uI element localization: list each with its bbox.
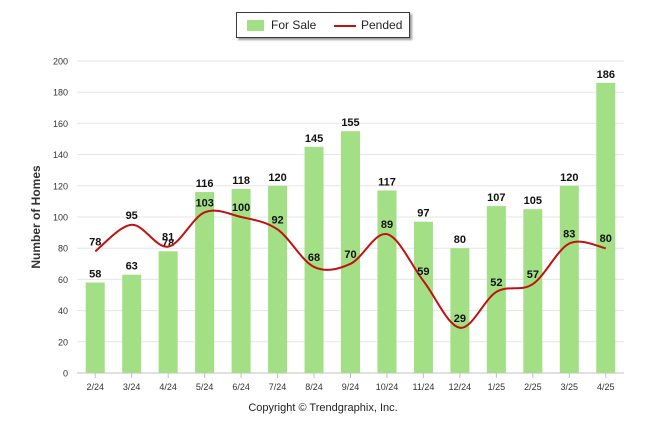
x-tick-label: 7/24: [269, 382, 287, 392]
y-tick-label: 0: [63, 369, 68, 379]
bar-4/24: [158, 251, 178, 373]
x-tick-label: 12/24: [449, 382, 472, 392]
bar-8/24: [304, 146, 324, 373]
y-tick-label: 200: [53, 57, 68, 67]
bar-2/24: [85, 282, 105, 373]
pended-value-label: 95: [126, 210, 138, 222]
y-tick-label: 160: [53, 119, 68, 129]
x-tick-label: 9/24: [342, 382, 360, 392]
x-tick-label: 2/25: [524, 382, 542, 392]
for-sale-bars: [85, 82, 616, 373]
pended-swatch: [334, 25, 356, 27]
x-tick-label: 5/24: [196, 382, 214, 392]
x-tick-label: 4/25: [597, 382, 615, 392]
pended-value-label: 100: [232, 202, 250, 214]
bar-9/24: [341, 131, 360, 373]
pended-value-label: 81: [162, 232, 174, 244]
pended-value-label: 92: [271, 214, 283, 226]
bar-value-label: 97: [417, 208, 429, 220]
y-tick-label: 40: [58, 306, 68, 316]
pended-value-label: 52: [490, 277, 502, 289]
bar-value-label: 80: [454, 234, 466, 246]
y-axis-label: Number of Homes: [29, 165, 43, 269]
x-tick-label: 1/25: [488, 382, 506, 392]
bar-value-label: 58: [89, 269, 101, 281]
copyright-text: Copyright © Trendgraphix, Inc.: [248, 402, 398, 414]
bar-value-label: 63: [126, 261, 138, 273]
bar-value-label: 145: [305, 133, 323, 145]
y-tick-label: 120: [53, 181, 68, 191]
legend-for-sale-label: For Sale: [271, 18, 317, 32]
bar-value-label: 116: [196, 178, 214, 190]
x-tick-label: 8/24: [305, 382, 323, 392]
x-tick-label: 3/25: [561, 382, 579, 392]
pended-value-label: 68: [308, 252, 320, 264]
x-tick-label: 6/24: [232, 382, 250, 392]
bar-value-label: 107: [487, 192, 505, 204]
pended-value-label: 83: [563, 229, 575, 241]
y-tick-label: 20: [58, 337, 68, 347]
bar-3/24: [122, 274, 142, 373]
bar-value-label: 120: [268, 172, 286, 184]
bar-value-label: 120: [560, 172, 578, 184]
pended-line: [94, 209, 606, 329]
y-tick-label: 180: [53, 88, 68, 98]
pended-point-labels: 78 95 81 103 100 92 68 70 89 59 29 52 57 83 80: [89, 197, 612, 324]
bar-4/25: [596, 82, 616, 373]
pended-value-label: 57: [527, 269, 539, 281]
bar-3/25: [559, 185, 579, 373]
legend-pended-label: Pended: [361, 18, 403, 32]
bar-5/24: [195, 192, 215, 373]
y-axis: 0 20 40 60 80 100 120 140 160 180 200: [53, 57, 68, 379]
x-tick-label: 10/24: [376, 382, 399, 392]
bar-value-label: 105: [524, 195, 542, 207]
bar-6/24: [231, 188, 251, 373]
pended-value-label: 70: [344, 249, 356, 261]
y-tick-label: 60: [58, 275, 68, 285]
for-sale-swatch: [247, 20, 264, 31]
bar-value-label: 155: [341, 117, 359, 129]
bar-12/24: [450, 248, 470, 373]
y-tick-label: 140: [53, 150, 68, 160]
y-tick-label: 100: [53, 213, 68, 223]
bar-value-label: 117: [378, 176, 396, 188]
pended-value-label: 80: [600, 233, 612, 245]
x-tick-label: 4/24: [159, 382, 177, 392]
bar-value-label: 118: [232, 175, 250, 187]
pended-value-label: 89: [381, 219, 393, 231]
bar-2/25: [523, 209, 543, 373]
x-tick-label: 11/24: [413, 382, 435, 392]
pended-series-line: [94, 209, 606, 329]
pended-value-label: 103: [195, 197, 213, 209]
bar-value-label: 186: [597, 69, 615, 81]
bar-11/24: [413, 221, 433, 373]
x-axis: 2/24 3/24 4/24 5/24 6/24 7/24 8/24 9/24 10/24 11/…: [86, 373, 615, 392]
y-tick-label: 80: [58, 244, 68, 254]
pended-value-label: 59: [417, 266, 429, 278]
bar-10/24: [377, 190, 397, 373]
x-tick-label: 2/24: [86, 382, 104, 392]
bar-1/25: [486, 206, 506, 373]
x-tick-label: 3/24: [123, 382, 141, 392]
legend: For Sale Pended: [236, 12, 410, 38]
pended-value-label: 29: [454, 313, 466, 325]
pended-value-label: 78: [89, 236, 101, 248]
